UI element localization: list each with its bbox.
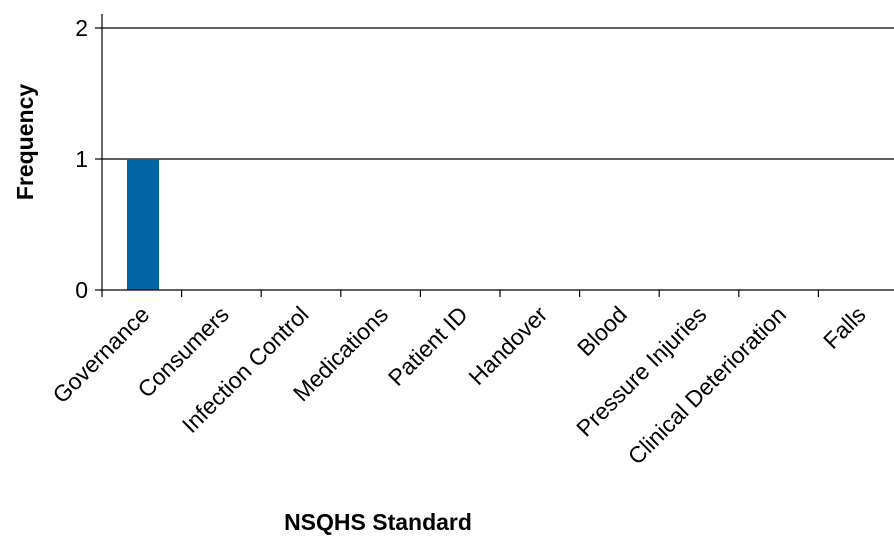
x-tick-label: Patient ID: [383, 301, 473, 391]
x-tick-label: Governance: [47, 301, 154, 408]
gridlines: [102, 27, 894, 160]
x-tick-label: Blood: [572, 301, 632, 361]
y-tick-label: 2: [75, 15, 88, 41]
bars: [127, 159, 159, 290]
x-axis-title: NSQHS Standard: [284, 509, 472, 535]
x-tick-label: Clinical Deterioration: [623, 301, 791, 469]
bar: [127, 159, 159, 290]
x-tick-label: Falls: [818, 301, 871, 354]
y-tick-label: 0: [75, 277, 88, 303]
x-tick-label: Handover: [463, 301, 552, 390]
y-axis-title: Frequency: [12, 84, 38, 201]
y-tick-label: 1: [75, 146, 88, 172]
y-axis-ticks: 0 1 2: [75, 15, 102, 303]
